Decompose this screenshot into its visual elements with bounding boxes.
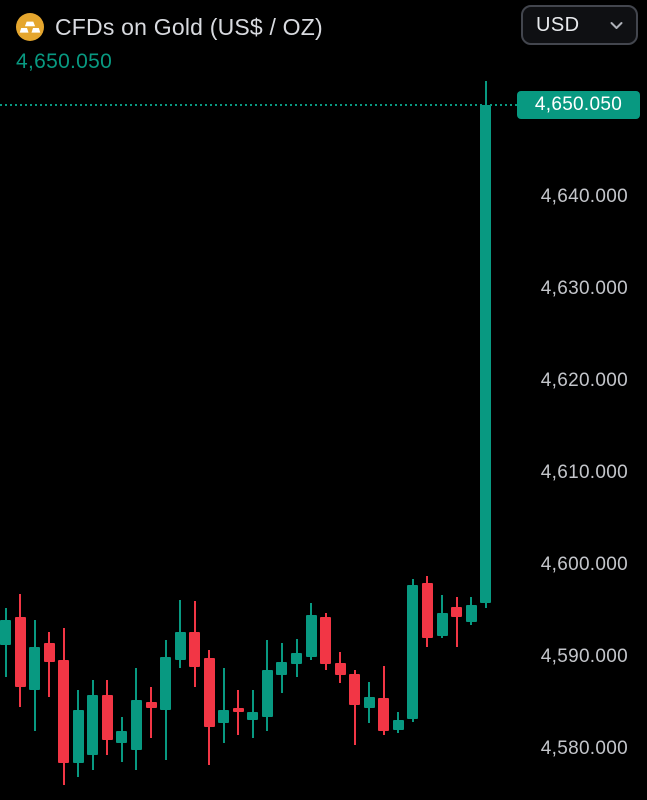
candle-body bbox=[276, 661, 288, 676]
gold-bars-icon bbox=[16, 13, 44, 41]
price-axis-tick-label: 4,600.000 bbox=[540, 554, 628, 575]
candle-wick bbox=[150, 687, 152, 738]
candle-body bbox=[320, 617, 332, 665]
price-axis-tick-label: 4,580.000 bbox=[540, 738, 628, 760]
candle-body bbox=[349, 673, 361, 705]
candle-body bbox=[203, 657, 215, 727]
candle-body bbox=[130, 700, 142, 750]
candle-body bbox=[101, 694, 113, 740]
candle-body bbox=[232, 707, 244, 713]
candle-wick bbox=[222, 668, 225, 743]
candle-body bbox=[58, 659, 70, 763]
candle-body bbox=[116, 730, 128, 743]
price-axis-tick-label: 4,610.000 bbox=[540, 462, 628, 483]
candle-body bbox=[0, 620, 11, 646]
candle-body bbox=[43, 643, 55, 662]
candle-body bbox=[160, 657, 172, 711]
candle-body bbox=[392, 719, 404, 730]
candle-body bbox=[14, 617, 26, 688]
symbol-title: CFDs on Gold (US$ / OZ) bbox=[55, 13, 323, 40]
candle-body bbox=[480, 104, 492, 603]
chevron-down-icon bbox=[610, 21, 623, 30]
candle-body bbox=[247, 712, 259, 720]
candle-body bbox=[465, 605, 477, 623]
candle-body bbox=[451, 607, 463, 618]
symbol-last-price: 4,650.050 bbox=[16, 50, 113, 73]
candle-body bbox=[291, 653, 302, 665]
candle-body bbox=[334, 663, 346, 676]
currency-selector[interactable]: USD bbox=[521, 5, 638, 45]
price-axis-tick-label: 4,620.000 bbox=[540, 370, 628, 391]
candle-body bbox=[87, 694, 99, 756]
candle-wick bbox=[48, 632, 51, 698]
current-price-line bbox=[0, 103, 517, 106]
candle-body bbox=[436, 612, 448, 636]
symbol-row: CFDs on Gold (US$ / OZ) bbox=[16, 13, 323, 41]
candle-body bbox=[145, 702, 157, 708]
candle-body bbox=[189, 632, 201, 668]
candle-body bbox=[29, 646, 41, 691]
candle-body bbox=[261, 669, 273, 717]
candle-body bbox=[174, 632, 186, 660]
candle-body bbox=[305, 614, 317, 657]
symbol-header: CFDs on Gold (US$ / OZ) 4,650.050 bbox=[16, 13, 323, 74]
candle-body bbox=[72, 710, 84, 763]
currency-value: USD bbox=[536, 13, 580, 36]
price-axis-tick-label: 4,590.000 bbox=[540, 646, 628, 668]
price-axis[interactable]: 4,640.000 4,630.000 4,620.000 4,610.000 4,60… bbox=[517, 0, 647, 800]
candle-wick bbox=[237, 690, 240, 736]
candle-wick bbox=[353, 669, 356, 746]
candle-wick bbox=[455, 597, 458, 647]
candle-body bbox=[218, 710, 230, 724]
candle-body bbox=[378, 698, 390, 731]
current-price-label: 4,650.050 bbox=[517, 90, 640, 119]
price-axis-tick-label: 4,640.000 bbox=[540, 185, 628, 207]
price-axis-tick-label: 4,630.000 bbox=[540, 277, 628, 299]
candle-body bbox=[421, 583, 433, 638]
candle-body bbox=[407, 585, 419, 719]
candle-body bbox=[363, 696, 375, 708]
